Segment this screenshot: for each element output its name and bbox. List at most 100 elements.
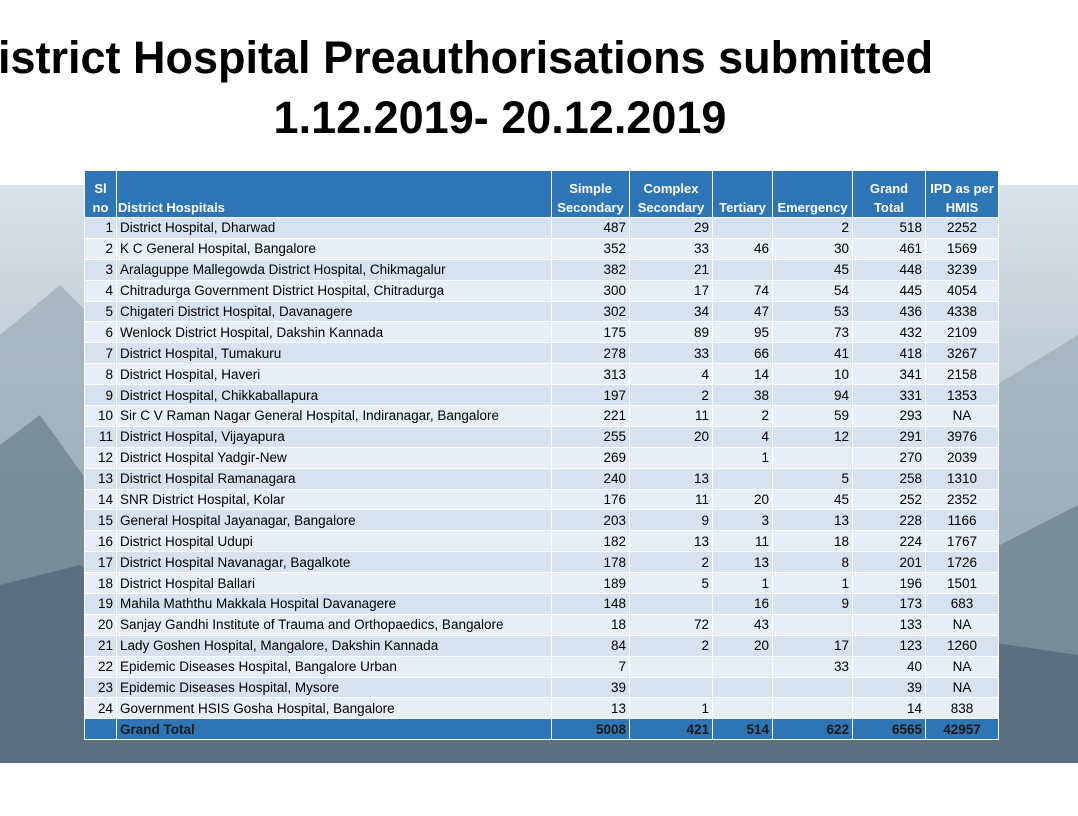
cell: 2109 <box>925 321 999 344</box>
cell: 278 <box>551 342 630 365</box>
column-header: Complex Secondary <box>629 170 713 218</box>
table-row: 23 Epidemic Diseases Hospital, Mysore 39 39… <box>84 676 999 699</box>
table-row: 6 Wenlock District Hospital, Dakshin Kann… <box>84 321 999 344</box>
cell: 3239 <box>925 258 999 281</box>
cell: 30 <box>772 237 853 260</box>
cell: 3267 <box>925 342 999 365</box>
cell: 74 <box>712 279 773 302</box>
cell: 3 <box>712 509 773 532</box>
cell: 133 <box>852 613 926 636</box>
cell: 9 <box>84 384 117 407</box>
title-line: 1.12.2019- 20.12.2019 <box>273 92 727 143</box>
cell: 445 <box>852 279 926 302</box>
cell <box>629 676 713 699</box>
cell: 1 <box>772 572 853 595</box>
table-row: 4 Chitradurga Government District Hospita… <box>84 279 999 302</box>
cell: District Hospital, Dharwad <box>116 217 552 239</box>
cell: 4 <box>84 279 117 302</box>
cell: 461 <box>852 237 926 260</box>
cell <box>712 217 773 239</box>
cell: 18 <box>772 530 853 553</box>
column-header: Simple Secondary <box>551 170 630 218</box>
cell: District Hospital, Vijayapura <box>116 425 552 448</box>
cell: 23 <box>84 676 117 699</box>
cell: 189 <box>551 572 630 595</box>
cell: 228 <box>852 509 926 532</box>
cell: District Hospital, Haveri <box>116 363 552 386</box>
cell: 1353 <box>925 384 999 407</box>
table-row: 1 District Hospital, Dharwad 487 29 2 518 2252 <box>84 217 999 239</box>
cell: NA <box>925 655 999 678</box>
cell: Government HSIS Gosha Hospital, Bangalor… <box>116 697 552 720</box>
cell: 42957 <box>925 718 999 741</box>
cell: NA <box>925 613 999 636</box>
table-row: 13 District Hospital Ramanagara 240 13 5 258 1… <box>84 467 999 490</box>
cell: 47 <box>712 300 773 323</box>
cell: 38 <box>712 384 773 407</box>
cell: 1 <box>712 446 773 469</box>
cell <box>772 446 853 469</box>
cell: 178 <box>551 551 630 574</box>
cell: 73 <box>772 321 853 344</box>
table-row: 12 District Hospital Yadgir-New 269 1 270 203… <box>84 446 999 469</box>
cell: 1501 <box>925 572 999 595</box>
cell: 514 <box>712 718 773 741</box>
cell: 4 <box>712 425 773 448</box>
cell: 18 <box>84 572 117 595</box>
cell: 173 <box>852 593 926 615</box>
cell <box>629 593 713 615</box>
cell: 10 <box>84 405 117 427</box>
cell: 1166 <box>925 509 999 532</box>
cell: 39 <box>852 676 926 699</box>
cell: NA <box>925 405 999 427</box>
cell: 331 <box>852 384 926 407</box>
cell: 14 <box>852 697 926 720</box>
cell: 418 <box>852 342 926 365</box>
column-header: Sl no <box>84 170 117 218</box>
table-row: 21 Lady Goshen Hospital, Mangalore, Daksh… <box>84 634 999 657</box>
cell: 59 <box>772 405 853 427</box>
cell: 53 <box>772 300 853 323</box>
cell: 33 <box>629 342 713 365</box>
column-header: Grand Total <box>852 170 926 218</box>
table-row: 24 Government HSIS Gosha Hospital, Bangal… <box>84 697 999 720</box>
table-row: 7 District Hospital, Tumakuru 278 33 66 41 418… <box>84 342 999 365</box>
cell: 11 <box>629 405 713 427</box>
table-row: 8 District Hospital, Haveri 313 4 14 10 341 215… <box>84 363 999 386</box>
cell: 11 <box>712 530 773 553</box>
cell <box>629 655 713 678</box>
header-row: Sl no District Hospitals Simple Secondary C… <box>84 170 999 218</box>
cell: 1767 <box>925 530 999 553</box>
cell: 45 <box>772 488 853 511</box>
cell <box>712 655 773 678</box>
column-header: IPD as per HMIS <box>925 170 999 218</box>
cell <box>772 697 853 720</box>
cell: 341 <box>852 363 926 386</box>
cell: 21 <box>84 634 117 657</box>
cell: 24 <box>84 697 117 720</box>
cell: Mahila Maththu Makkala Hospital Davanage… <box>116 593 552 615</box>
cell: 201 <box>852 551 926 574</box>
cell: 1260 <box>925 634 999 657</box>
cell: 270 <box>852 446 926 469</box>
cell: 352 <box>551 237 630 260</box>
cell: 14 <box>84 488 117 511</box>
cell: Wenlock District Hospital, Dakshin Kanna… <box>116 321 552 344</box>
cell: 11 <box>629 488 713 511</box>
cell: 20 <box>629 425 713 448</box>
cell: 20 <box>712 488 773 511</box>
cell: 2 <box>629 384 713 407</box>
cell: 7 <box>551 655 630 678</box>
cell: 12 <box>772 425 853 448</box>
cell: 95 <box>712 321 773 344</box>
table-row: 17 District Hospital Navanagar, Bagalkote… <box>84 551 999 574</box>
cell: 18 <box>551 613 630 636</box>
cell <box>772 613 853 636</box>
cell: 66 <box>712 342 773 365</box>
cell: 13 <box>629 467 713 490</box>
cell: 291 <box>852 425 926 448</box>
cell: Sir C V Raman Nagar General Hospital, In… <box>116 405 552 427</box>
cell: 45 <box>772 258 853 281</box>
cell: 16 <box>712 593 773 615</box>
